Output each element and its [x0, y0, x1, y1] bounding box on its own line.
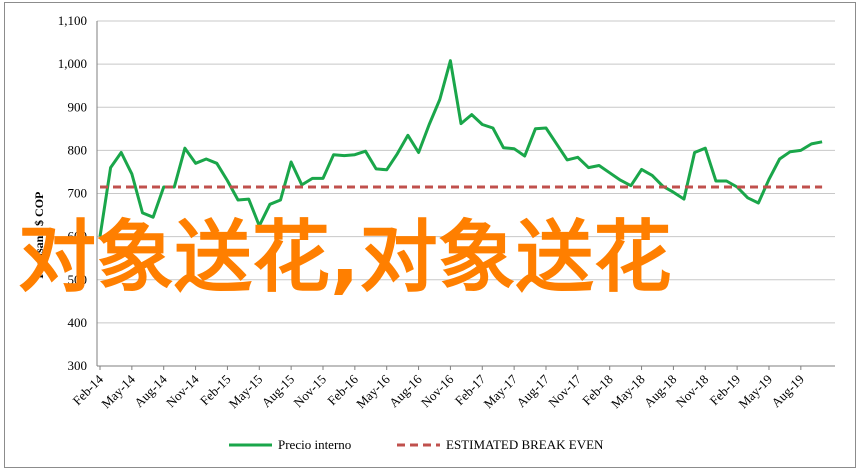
gridlines	[97, 20, 835, 367]
x-tick-label: May-16	[353, 371, 393, 411]
precio-interno-line	[98, 59, 823, 237]
y-tick-label: 1,100	[58, 13, 87, 28]
y-tick-label: 400	[68, 315, 88, 330]
x-tick-label: Aug-15	[259, 372, 298, 411]
y-tick-label: 800	[68, 142, 88, 157]
watermark-text: 对象送花,对象送花	[18, 213, 672, 303]
y-axis-label: Thousand $ COP	[32, 192, 46, 281]
y-tick-label: 900	[68, 99, 88, 114]
y-tick-label: 700	[68, 186, 88, 201]
x-tick-label: May-18	[608, 372, 648, 412]
x-tick-label: May-19	[735, 372, 775, 412]
chart-frame	[4, 2, 856, 468]
x-tick-label: Nov-18	[673, 372, 712, 411]
x-axis: Feb-14May-14Aug-14Nov-14Feb-15May-15Aug-…	[69, 365, 835, 412]
x-tick-label: May-17	[481, 371, 521, 411]
x-tick-label: Nov-17	[545, 371, 584, 410]
y-axis: 300 400 500 600 700 800 900 1,000 1,100	[58, 13, 98, 373]
y-tick-label: 500	[68, 272, 88, 287]
x-tick-label: May-15	[226, 372, 266, 412]
x-tick-label: Nov-16	[418, 371, 457, 410]
y-tick-label: 300	[68, 358, 88, 373]
y-tick-label: 1,000	[58, 56, 87, 71]
y-tick-label: 600	[68, 229, 88, 244]
x-tick-label: Aug-18	[641, 372, 680, 411]
legend: Precio interno ESTIMATED BREAK EVEN	[229, 437, 604, 452]
series-layer	[98, 59, 823, 237]
x-tick-label: Nov-15	[290, 372, 329, 411]
legend-label: ESTIMATED BREAK EVEN	[446, 437, 604, 452]
x-tick-label: May-14	[98, 371, 138, 411]
x-tick-label: Aug-17	[513, 371, 552, 410]
x-tick-label: Aug-19	[768, 372, 807, 411]
x-tick-label: Aug-16	[386, 371, 425, 410]
legend-label: Precio interno	[278, 437, 351, 452]
x-tick-label: Nov-14	[163, 371, 202, 410]
x-tick-label: Aug-14	[131, 371, 170, 410]
